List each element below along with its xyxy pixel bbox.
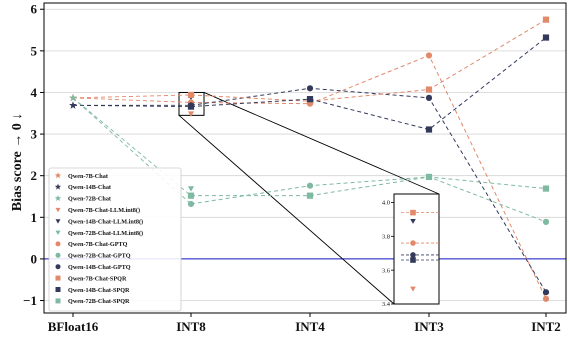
- legend-box: [48, 167, 182, 312]
- legend-label: Qwen-7B-Chat-SPQR: [68, 275, 127, 282]
- inset-qwen-7b-chat-gptq-point: [410, 240, 416, 246]
- legend-label: Qwen-72B-Chat-GPTQ: [68, 253, 131, 260]
- qwen-7b-chat-spqr-point: [187, 91, 195, 99]
- legend-marker-qwen-14b-chat-spqr: [55, 287, 61, 292]
- y-tick-label: 2: [31, 168, 38, 183]
- legend-marker-qwen-7b-chat-llm-int8: [55, 207, 61, 213]
- y-tick-label: 6: [31, 2, 38, 17]
- qwen-72b-chat-gptq-point: [187, 200, 195, 208]
- inset-y-tick-label: 3.8: [382, 234, 390, 241]
- y-tick-label: 4: [31, 85, 38, 100]
- y-axis-label: Bias score → 0 ↓: [10, 113, 25, 212]
- qwen-7b-chat-spqr-point: [542, 16, 550, 23]
- qwen-14b-chat-gptq-point: [542, 289, 550, 296]
- qwen-72b-chat-gptq-line: [190, 176, 547, 223]
- qwen-72b-chat-spqr-point: [425, 173, 433, 181]
- zoom-connector-line: [178, 115, 395, 305]
- y-tick-label: 1: [31, 210, 38, 225]
- x-tick-label: INT4: [295, 319, 325, 334]
- qwen-14b-chat-spqr-line: [190, 37, 547, 131]
- inset-plot-frame: [393, 193, 440, 305]
- x-tick-label: INT3: [414, 319, 444, 334]
- inset-y-tick-label: 4.0: [382, 200, 390, 207]
- inset-y-tick-label: 3.4: [382, 301, 391, 308]
- qwen-72b-chat-point: [69, 93, 77, 102]
- qwen-14b-chat-gptq-line: [190, 87, 547, 293]
- legend-label: Qwen-14B-Chat-SPQR: [68, 287, 130, 294]
- qwen-72b-chat-gptq-point: [542, 218, 550, 225]
- y-tick-label: −1: [23, 293, 37, 308]
- qwen-7b-chat-spqr-line: [190, 19, 547, 102]
- qwen-7b-chat-gptq-point: [542, 295, 550, 302]
- baseline-connector-line: [72, 97, 192, 205]
- inset-qwen-7b-chat-spqr-point: [410, 209, 416, 216]
- qwen-14b-chat-point: [69, 101, 77, 109]
- qwen-14b-chat-spqr-point: [306, 96, 314, 103]
- legend-marker-qwen-72b-chat-spqr: [55, 298, 61, 304]
- legend-label: Qwen-7B-Chat-LLM.int8(): [68, 207, 140, 214]
- plot-frame: [43, 2, 567, 314]
- qwen-72b-chat-gptq-point: [306, 182, 314, 189]
- qwen-7b-chat-gptq-line: [190, 54, 547, 300]
- legend-marker-qwen-72b-chat-llm-int8: [55, 230, 61, 235]
- x-tick-label: INT2: [531, 319, 561, 334]
- legend-label: Qwen-14B-Chat-LLM.int8(): [68, 218, 143, 225]
- legend-marker-qwen-72b-chat: [54, 194, 62, 201]
- baseline-connector-line: [72, 94, 192, 99]
- legend-label: Qwen-72B-Chat-SPQR: [68, 298, 130, 305]
- inset-qwen-14b-chat-gptq-point: [410, 252, 416, 258]
- legend-marker-qwen-14b-chat: [54, 183, 62, 190]
- qwen-7b-chat-gptq-point: [425, 52, 433, 59]
- qwen-14b-chat-gptq-point: [306, 85, 314, 92]
- inset-qwen-7b-chat-llm-int8-point: [410, 286, 416, 292]
- baseline-connector-line: [72, 97, 192, 103]
- qwen-14b-chat-spqr-point: [425, 126, 433, 133]
- x-tick-label: BFloat16: [48, 319, 99, 334]
- legend-marker-qwen-14b-chat-llm-int8: [55, 219, 61, 224]
- qwen-14b-chat-gptq-point: [425, 94, 433, 101]
- legend-label: Qwen-14B-Chat-GPTQ: [68, 264, 131, 271]
- legend-marker-qwen-7b-chat: [54, 172, 62, 179]
- x-tick-label: INT8: [176, 319, 206, 334]
- inset-qwen-14b-chat-spqr-point: [410, 257, 416, 263]
- zoom-connector-line: [203, 92, 440, 195]
- qwen-7b-chat-llm-int8-point: [187, 111, 195, 117]
- legend-label: Qwen-72B-Chat: [68, 196, 112, 203]
- y-tick-label: 3: [31, 127, 38, 142]
- inset-y-tick-label: 3.6: [382, 267, 391, 274]
- qwen-7b-chat-spqr-point: [425, 86, 433, 93]
- legend-marker-qwen-72b-chat-gptq: [55, 252, 61, 258]
- legend-marker-qwen-7b-chat-spqr: [55, 275, 61, 281]
- legend-label: Qwen-7B-Chat: [68, 173, 109, 180]
- qwen-72b-chat-spqr-point: [542, 185, 550, 192]
- qwen-14b-chat-spqr-point: [542, 34, 550, 41]
- qwen-72b-chat-spqr-point: [306, 192, 314, 199]
- legend-label: Qwen-14B-Chat: [68, 184, 112, 191]
- legend-label: Qwen-7B-Chat-GPTQ: [68, 241, 128, 248]
- qwen-72b-chat-spqr-line: [191, 176, 547, 197]
- qwen-72b-chat-llm-int8-point: [187, 186, 195, 192]
- baseline-connector-line: [72, 104, 192, 108]
- legend-marker-qwen-14b-chat-gptq: [55, 264, 61, 270]
- qwen-14b-chat-spqr-point: [187, 103, 195, 110]
- y-tick-label: 5: [31, 43, 38, 58]
- qwen-72b-chat-spqr-point: [187, 192, 195, 199]
- legend-marker-qwen-7b-chat-gptq: [55, 241, 61, 247]
- y-tick-label: 0: [31, 251, 38, 266]
- legend-label: Qwen-72B-Chat-LLM.int8(): [68, 230, 143, 237]
- inset-qwen-14b-chat-llm-int8-point: [410, 218, 416, 224]
